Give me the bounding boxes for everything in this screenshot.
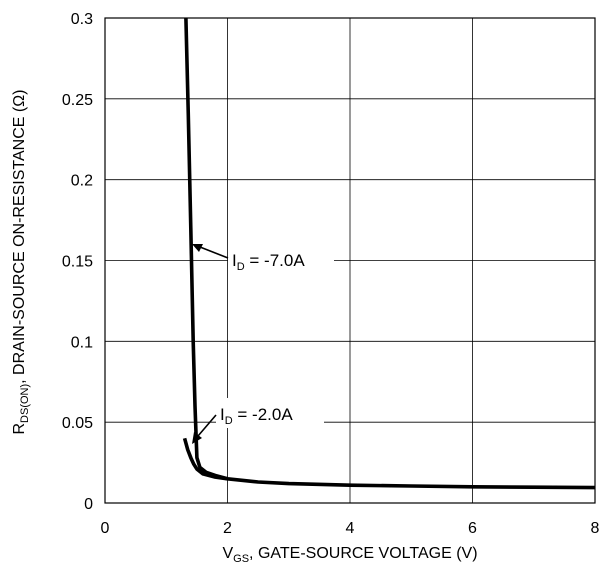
- annotation-id-2a: ID = -2.0A: [192, 398, 324, 444]
- y-tick-label: 0.05: [62, 415, 93, 432]
- x-tick-label: 0: [101, 520, 110, 537]
- plot-area-frame: [104, 17, 596, 504]
- x-tick-label: 4: [346, 520, 355, 537]
- annotation-7a-arrowhead: [192, 244, 203, 252]
- y-tick-label: 0: [84, 496, 93, 513]
- annotation-7a-leader: [199, 246, 229, 259]
- annotation-7a-box: [228, 242, 334, 272]
- grid: [105, 18, 595, 503]
- annotation-id-7a: ID = -7.0A: [192, 242, 334, 273]
- y-tick-labels: 0 0.05 0.1 0.15 0.2 0.25 0.3: [62, 11, 93, 513]
- series: [182, 17, 596, 490]
- x-tick-label: 2: [223, 520, 232, 537]
- series-line-id-2a: [182, 437, 228, 481]
- annotation-2a-label: ID = -2.0A: [220, 405, 293, 427]
- x-axis-title: VGS, GATE-SOURCE VOLTAGE (V): [222, 545, 477, 563]
- annotation-2a-leader: [197, 414, 217, 437]
- annotation-2a-box: [216, 398, 324, 428]
- y-tick-label: 0.3: [71, 11, 93, 28]
- annotation-2a-arrowhead: [192, 432, 202, 444]
- x-tick-label: 6: [468, 520, 477, 537]
- y-tick-label: 0.2: [71, 173, 93, 190]
- y-tick-label: 0.25: [62, 92, 93, 109]
- y-tick-label: 0.1: [71, 334, 93, 351]
- x-tick-label: 8: [591, 520, 600, 537]
- y-axis-title: RDS(ON), DRAIN-SOURCE ON-RESISTANCE (Ω): [11, 89, 31, 434]
- y-tick-label: 0.15: [62, 254, 93, 271]
- x-tick-labels: 0 2 4 6 8: [101, 520, 600, 537]
- annotation-7a-label: ID = -7.0A: [232, 251, 305, 273]
